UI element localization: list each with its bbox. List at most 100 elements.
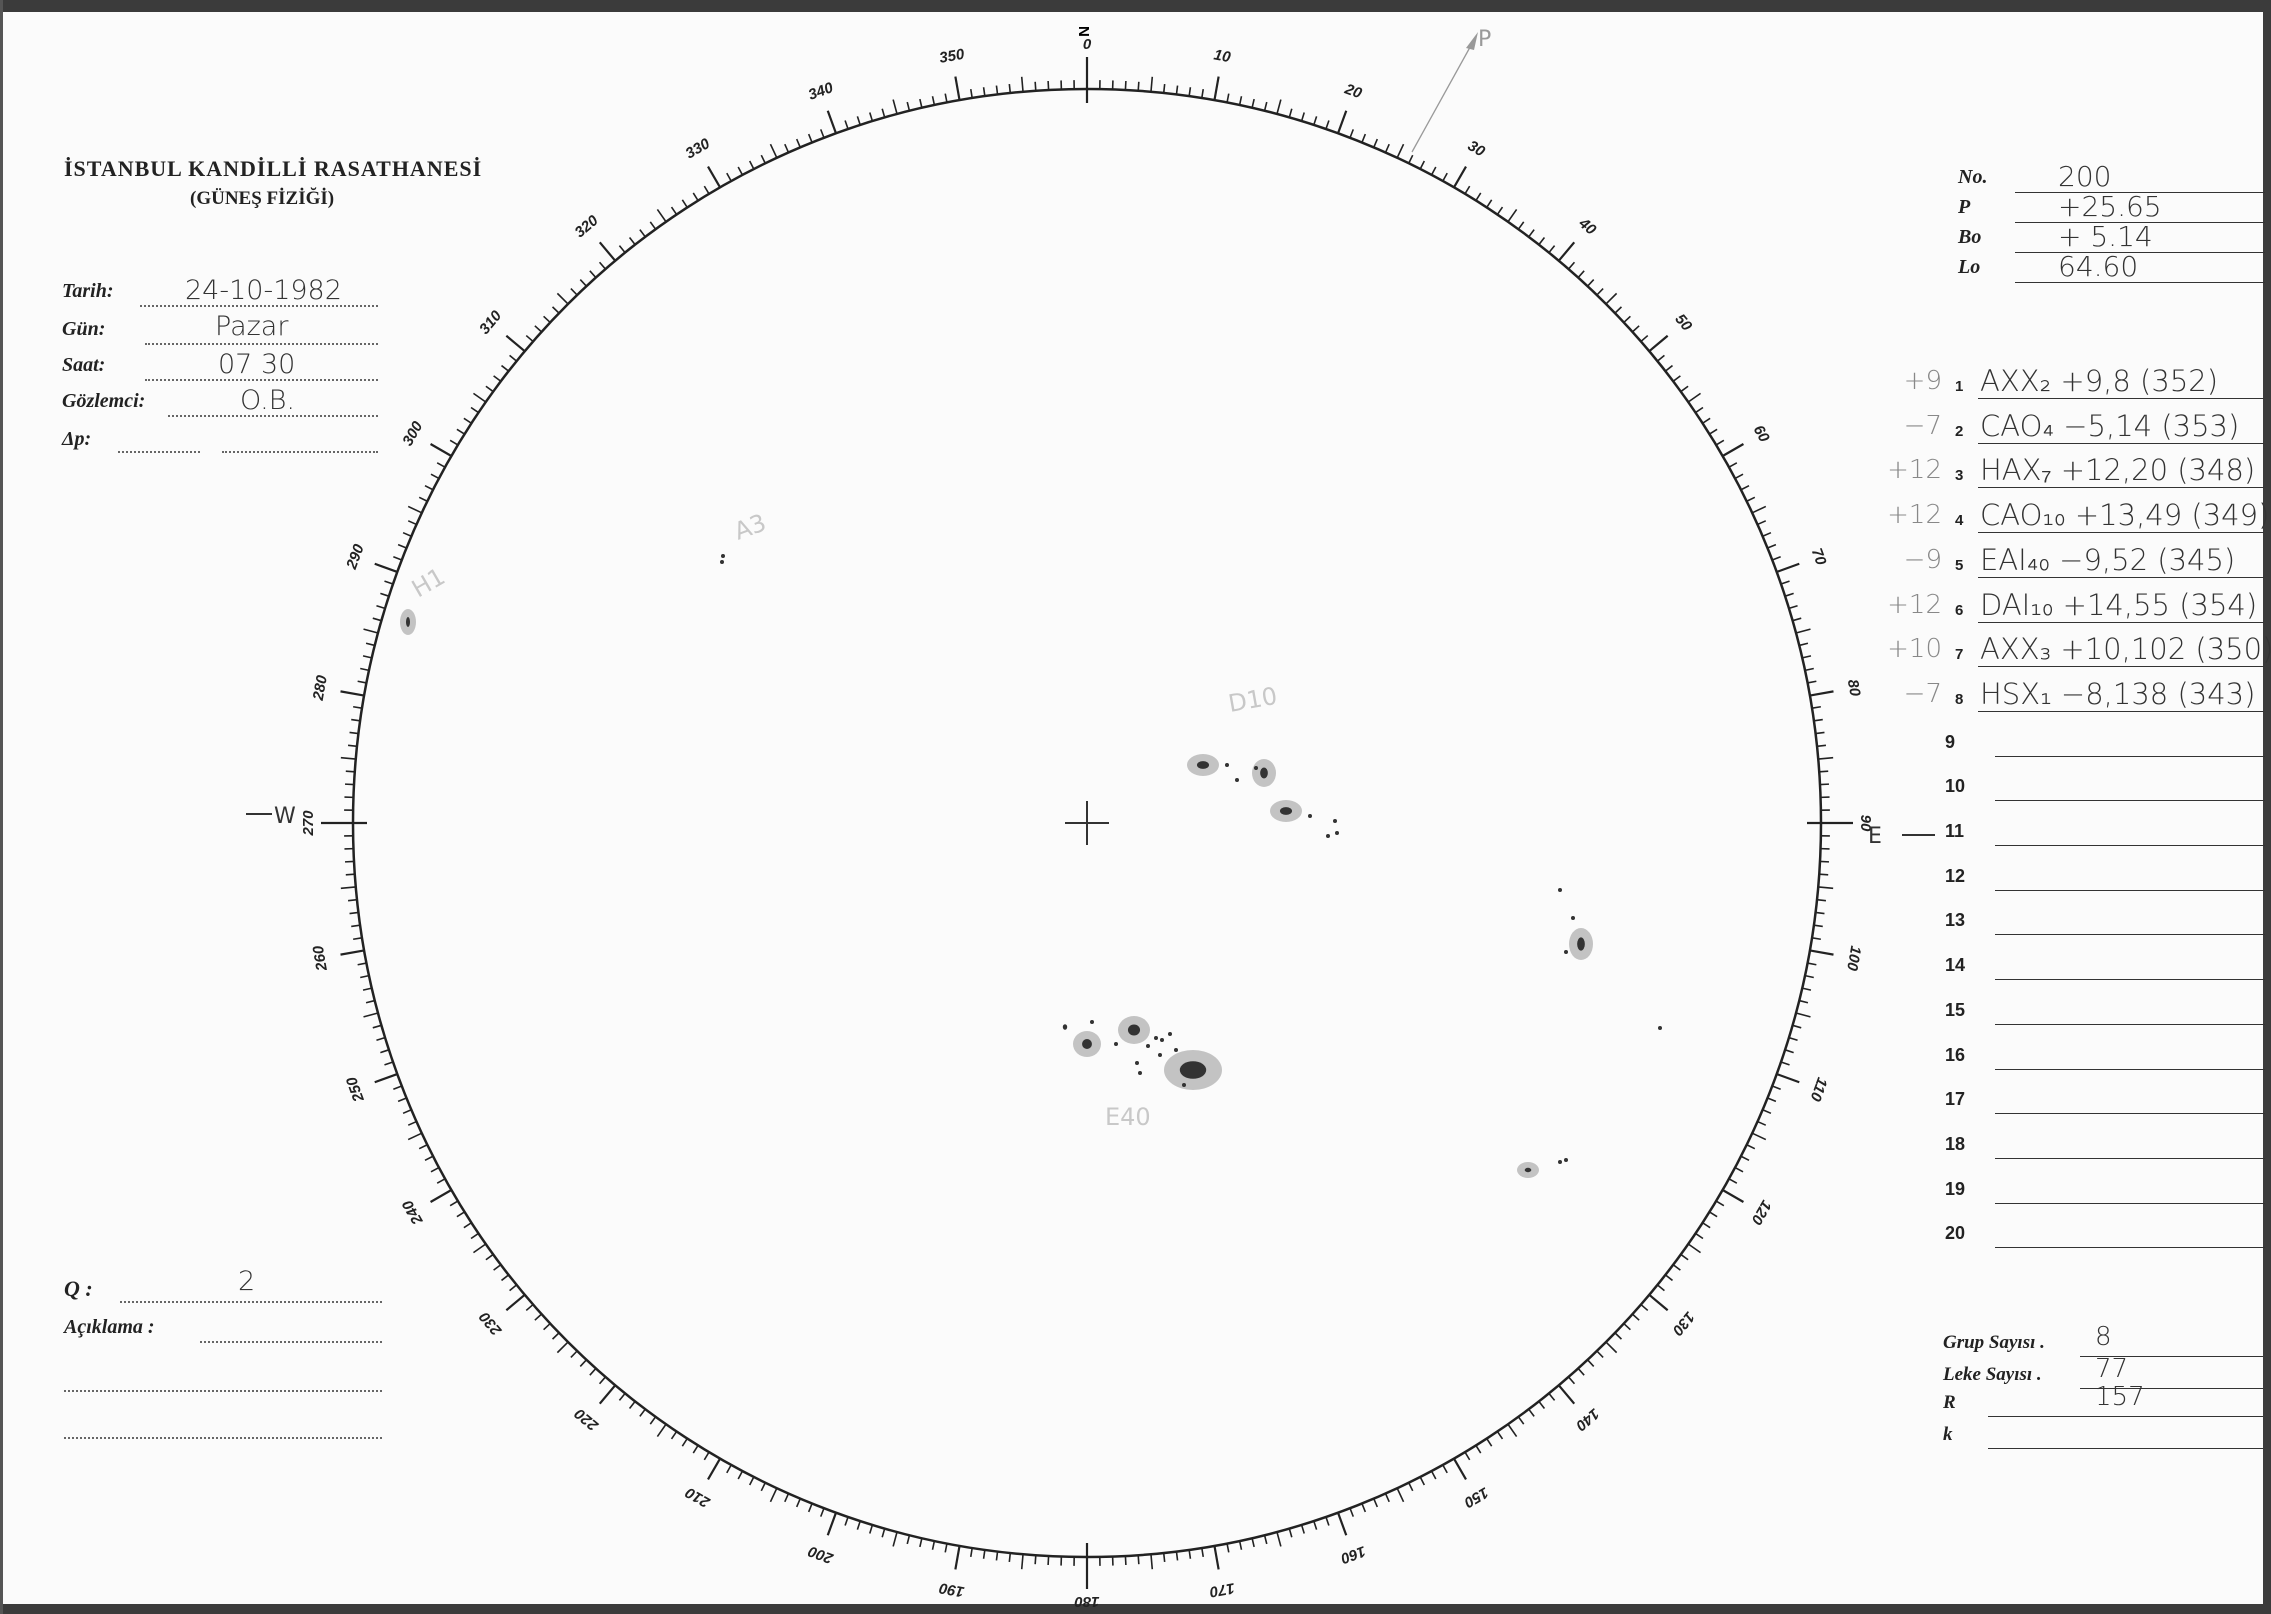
sunspot-umbra — [1326, 834, 1330, 838]
dial-tick — [1722, 443, 1744, 457]
dial-tick — [449, 1200, 459, 1207]
dial-tick — [1734, 1166, 1744, 1173]
dial-tick — [1762, 1109, 1772, 1115]
dial-tick — [501, 364, 510, 372]
dial-tick — [509, 354, 518, 362]
dial-tick — [589, 1367, 597, 1376]
dial-tick — [1137, 1555, 1140, 1565]
dial-tick — [1757, 1120, 1767, 1126]
summary-value: 157 — [2095, 1382, 2145, 1412]
group-entry: AXX₂ +9,8 (352) — [1980, 364, 2219, 398]
dial-tick — [1020, 1554, 1024, 1570]
dial-tick — [1819, 770, 1829, 773]
dial-tick — [436, 462, 446, 468]
dial-tick — [1567, 1376, 1576, 1385]
dial-tick — [365, 642, 375, 647]
dial-tick — [1813, 924, 1823, 928]
dial-tick — [1020, 76, 1024, 92]
summary-line — [2080, 1356, 2263, 1357]
dial-tick — [1751, 505, 1767, 514]
dial-tick — [681, 1438, 688, 1447]
dial-tick — [493, 375, 502, 382]
group-line — [1995, 755, 2265, 757]
dial-tick — [1430, 166, 1437, 176]
group-sketch-label: D10 — [1226, 682, 1279, 718]
group-line — [1978, 442, 2264, 444]
dial-degree-label: 240 — [399, 1197, 427, 1229]
dial-tick — [1648, 334, 1669, 353]
dial-tick — [1623, 315, 1631, 323]
dial-tick — [1728, 462, 1738, 468]
time-value: 07 30 — [218, 349, 296, 380]
dial-tick — [982, 87, 986, 97]
dial-tick — [618, 1392, 626, 1401]
aciklama-label: Açıklama : — [64, 1316, 155, 1338]
dial-tick — [1818, 756, 1834, 760]
time-label: Saat: — [62, 354, 106, 376]
dial-tick — [649, 1416, 657, 1425]
group-note: +12 — [1887, 455, 1942, 486]
dial-tick — [748, 160, 755, 170]
dial-tick — [393, 1085, 403, 1091]
day-value: Pazar — [215, 311, 289, 342]
dial-tick — [1538, 237, 1546, 246]
header-field-value: + 5.14 — [2058, 220, 2153, 253]
sunspot-umbra — [1138, 1071, 1142, 1075]
group-note: −9 — [1903, 544, 1942, 575]
dial-tick — [351, 924, 361, 928]
dial-tick — [340, 886, 356, 890]
dial-tick — [618, 245, 626, 254]
sunspot-umbra — [406, 617, 410, 627]
dial-tick — [598, 1376, 607, 1385]
scan-border-top — [0, 0, 2271, 12]
group-number: 1 — [1955, 378, 1964, 395]
dial-tick — [906, 101, 911, 111]
summary-line — [1988, 1448, 2263, 1449]
dial-tick — [1734, 473, 1744, 480]
dial-tick — [1528, 229, 1535, 238]
dial-tick — [402, 1109, 412, 1115]
dial-tick — [1507, 208, 1518, 223]
dial-degree-label: 10 — [1212, 47, 1232, 67]
sunspot-umbra — [1082, 1039, 1092, 1049]
dial-tick — [1008, 1552, 1012, 1563]
group-number: 12 — [1945, 865, 1966, 886]
dial-tick — [372, 1024, 382, 1029]
dial-degree-label: 170 — [1208, 1579, 1236, 1600]
dial-tick — [1807, 962, 1817, 966]
dial-tick — [1807, 680, 1817, 684]
group-number: 6 — [1955, 601, 1964, 619]
dial-tick — [372, 617, 382, 622]
dial-tick — [826, 1512, 837, 1536]
dial-tick — [1313, 1520, 1318, 1530]
sunspot-umbra — [1146, 1044, 1150, 1048]
dial-tick — [1656, 354, 1665, 362]
dial-tick — [819, 129, 825, 139]
aciklama-line-2 — [64, 1390, 382, 1392]
dial-tick — [1251, 1538, 1255, 1548]
dial-degree-label: 230 — [476, 1308, 506, 1339]
dial-tick — [376, 605, 386, 610]
dial-tick — [1361, 133, 1367, 143]
q-value: 2 — [238, 1266, 256, 1297]
dial-tick — [1709, 428, 1718, 435]
dial-tick — [376, 1036, 386, 1041]
dial-tick — [1596, 287, 1604, 296]
dial-tick — [954, 76, 961, 101]
dial-tick — [1475, 1445, 1482, 1454]
dial-tick — [551, 306, 560, 314]
dial-tick — [1325, 120, 1330, 130]
dial-tick — [1664, 364, 1673, 372]
header-field-value: 64.60 — [2058, 250, 2139, 283]
group-line — [1978, 621, 2264, 623]
group-sketch-label: E40 — [1105, 1103, 1151, 1131]
dial-tick — [418, 1144, 428, 1150]
sunspot-umbra — [1558, 888, 1562, 892]
dial-tick — [1596, 1350, 1604, 1359]
dial-tick — [525, 1303, 534, 1312]
dial-tick — [931, 1540, 936, 1550]
dial-degree-label: 190 — [937, 1579, 965, 1600]
sunspot-umbra — [1168, 1032, 1172, 1036]
dial-tick — [1640, 1303, 1649, 1312]
dial-tick — [1496, 1431, 1504, 1440]
